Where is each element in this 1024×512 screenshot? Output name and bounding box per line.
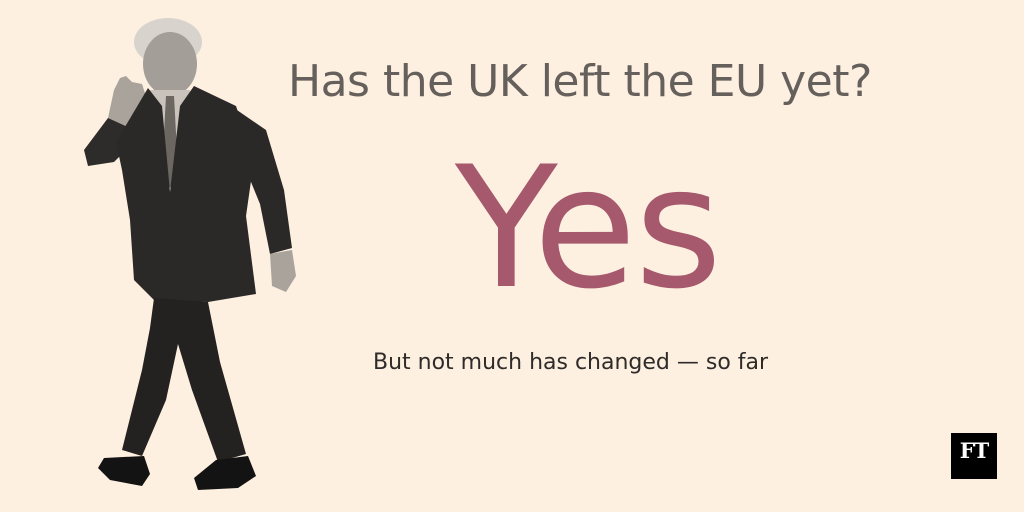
right-arm-shape (234, 108, 292, 254)
jacket-shape (116, 86, 256, 302)
waving-man-photo (70, 10, 310, 505)
headline-answer: Yes (455, 130, 722, 326)
head-shape (143, 32, 197, 96)
left-shoe-shape (98, 456, 150, 486)
right-shoe-shape (194, 456, 256, 490)
headline-subtitle: But not much has changed — so far (373, 350, 769, 375)
ft-logo: FT (951, 433, 997, 479)
trousers-shape (122, 298, 246, 462)
right-hand-shape (270, 250, 296, 292)
headline-question: Has the UK left the EU yet? (288, 56, 872, 107)
waving-man-illustration (84, 18, 296, 490)
